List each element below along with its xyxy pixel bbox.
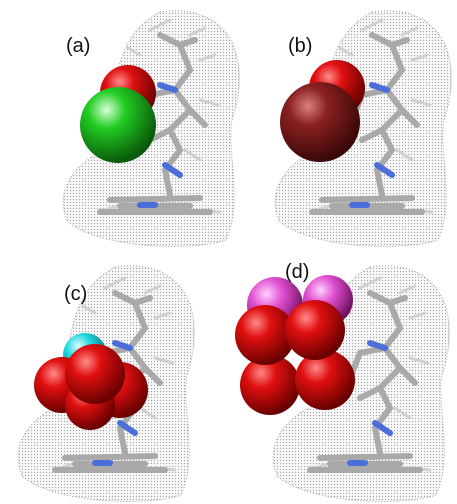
panel-label: (d): [285, 261, 309, 283]
sphere: [235, 305, 295, 365]
sphere: [280, 82, 360, 162]
sphere: [285, 300, 345, 360]
panel-d: (d): [235, 261, 450, 502]
sphere: [80, 87, 156, 163]
panel-label: (a): [66, 35, 90, 57]
sphere: [65, 344, 125, 404]
surface-mesh: [274, 10, 452, 247]
panel-a: (a): [62, 10, 240, 247]
panel-b: (b): [274, 10, 452, 247]
panel-label: (b): [288, 35, 312, 57]
sphere: [295, 350, 355, 410]
panel-label: (c): [64, 283, 87, 305]
panel-c: (c): [17, 265, 195, 502]
sphere: [240, 355, 300, 415]
surface-mesh: [272, 265, 450, 502]
